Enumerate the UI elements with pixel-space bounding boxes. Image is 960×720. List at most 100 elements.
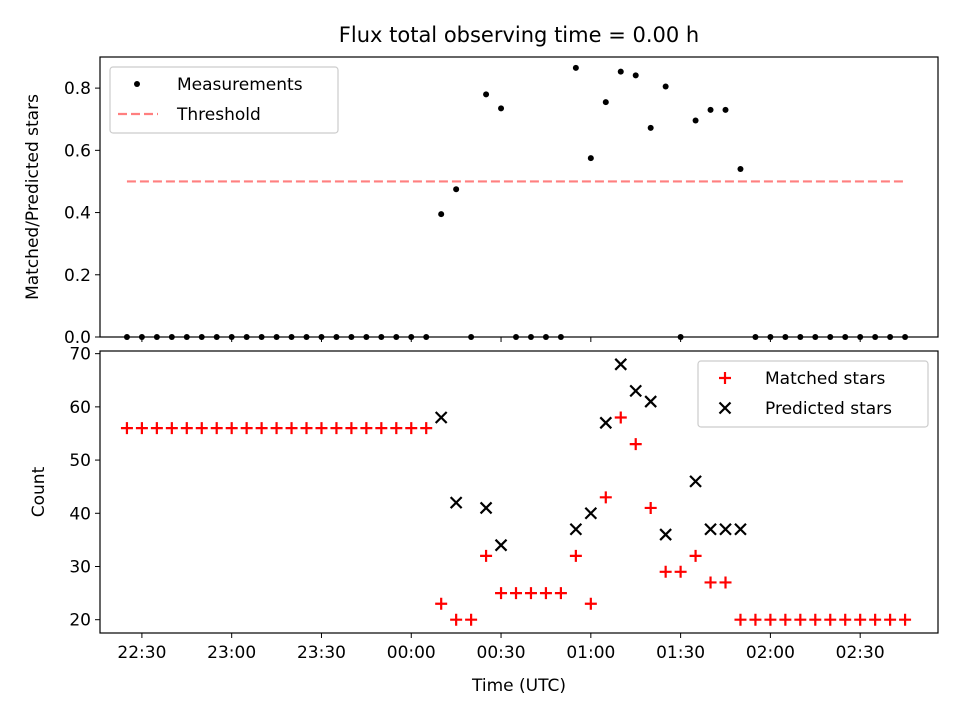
x-axis-title: Time (UTC) [471, 676, 566, 696]
predicted-point [644, 395, 657, 408]
matched-point [345, 422, 358, 435]
matched-point [135, 422, 148, 435]
matched-point [764, 613, 777, 626]
y-tick-label: 60 [69, 398, 91, 418]
bottom-panel: 22:30 23:00 23:30 00:00 00:30 01:00 01:30 02:00… [29, 345, 939, 696]
x-tick-label: 23:00 [207, 643, 256, 663]
matched-point [510, 587, 523, 600]
matched-point [165, 422, 178, 435]
x-tick-label: 01:30 [656, 643, 705, 663]
matched-point [794, 613, 807, 626]
matched-point [315, 422, 328, 435]
measurement-point [438, 211, 445, 218]
measurement-point [632, 72, 639, 79]
matched-point [704, 576, 717, 589]
matched-point [180, 422, 193, 435]
matched-point [240, 422, 253, 435]
y-tick-label: 0.0 [64, 328, 91, 348]
y-tick-label: 0.8 [64, 79, 91, 99]
predicted-point [599, 416, 613, 430]
predicted-point [494, 538, 508, 552]
predicted-point [719, 522, 732, 536]
predicted-point [629, 384, 642, 398]
measurement-point [498, 105, 505, 112]
legend-predicted-marker [718, 401, 732, 415]
predicted-point [479, 501, 493, 515]
matched-point [689, 549, 702, 562]
measurement-point [662, 83, 669, 90]
matched-point [405, 422, 418, 435]
matched-point [614, 411, 627, 424]
predicted-point [584, 507, 598, 520]
x-tick-label: 23:30 [297, 643, 346, 663]
predicted-point [569, 522, 583, 536]
matched-point [839, 613, 852, 626]
matched-point [390, 422, 403, 435]
measurement-point [647, 124, 654, 131]
matched-point [869, 613, 882, 626]
legend-matched-marker [719, 372, 731, 384]
matched-point [480, 549, 493, 562]
matched-point [495, 587, 508, 600]
matched-point [300, 422, 313, 435]
legend: Matched stars Predicted stars [697, 360, 929, 428]
predicted-point [614, 358, 628, 371]
matched-point [599, 491, 612, 504]
axes-frame [99, 350, 939, 634]
matched-point [450, 613, 463, 626]
matched-point [734, 613, 747, 626]
matched-point [420, 422, 433, 435]
matched-point [285, 422, 298, 435]
legend-label: Measurements [177, 75, 303, 95]
y-tick-label: 50 [69, 451, 91, 471]
top-panel: 0.0 0.2 0.4 0.6 0.8 Matched/Predicted stars Me… [23, 56, 939, 348]
matched-point [120, 422, 133, 435]
legend-box [109, 66, 339, 134]
predicted-point [449, 496, 463, 509]
matched-point [330, 422, 343, 435]
predicted-point [704, 522, 717, 536]
legend-label: Matched stars [765, 369, 885, 389]
y-axis-title: Count [29, 466, 49, 517]
matched-point [749, 613, 762, 626]
x-tick-label: 01:00 [566, 643, 615, 663]
measurement-point [722, 106, 729, 113]
matched-point [150, 422, 163, 435]
x-tick-label: 22:30 [117, 643, 166, 663]
chart-title: Flux total observing time = 0.00 h [339, 23, 699, 47]
x-tick-label: 02:00 [746, 643, 795, 663]
x-tick-label: 00:30 [477, 643, 526, 663]
matched-point [584, 597, 597, 610]
measurement-point [737, 166, 744, 172]
y-tick-label: 20 [69, 611, 91, 631]
matched-point [659, 565, 672, 578]
legend: Measurements Threshold [109, 66, 339, 134]
matched-point [375, 422, 388, 435]
axes-frame [99, 56, 939, 338]
y-axis-title: Matched/Predicted stars [23, 94, 43, 300]
matched-point [674, 565, 687, 578]
measurement-point [483, 91, 490, 98]
matched-point [824, 613, 837, 626]
matched-point [210, 422, 223, 435]
measurement-point [587, 155, 594, 162]
measurement-point [572, 64, 579, 71]
measurement-point [692, 117, 699, 124]
matched-point [225, 422, 238, 435]
matched-point [779, 613, 792, 626]
matched-point [719, 576, 732, 589]
x-tick-label: 02:30 [836, 643, 885, 663]
legend-label: Predicted stars [765, 399, 892, 419]
measurement-point [453, 186, 460, 193]
matched-point [195, 422, 208, 435]
measurement-point [617, 68, 624, 75]
predicted-point [734, 522, 747, 536]
predicted-point [434, 411, 448, 424]
matched-point [435, 597, 448, 610]
y-tick-label: 0.4 [64, 204, 91, 224]
legend-box [697, 360, 929, 428]
matched-point [255, 422, 268, 435]
matched-point [809, 613, 822, 626]
y-tick-label: 0.6 [64, 141, 91, 161]
